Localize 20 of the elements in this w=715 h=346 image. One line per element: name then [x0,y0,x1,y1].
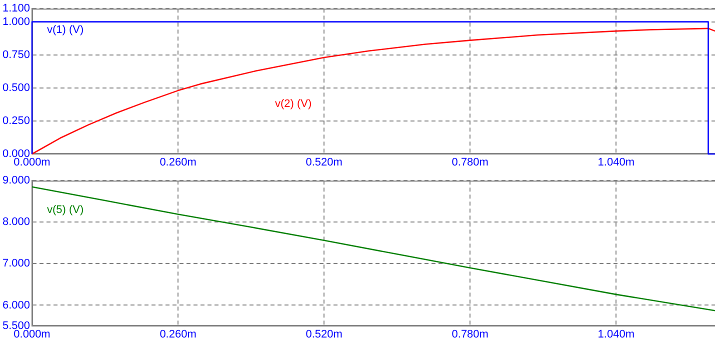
x-tick-label: 0.780m [452,156,488,169]
series-label: v(1) (V) [47,24,84,36]
x-tick-label: 0.260m [160,156,196,169]
x-tick-label: 0.520m [306,156,342,169]
x-tick-label: 1.040m [598,156,634,169]
x-tick-label: 0.260m [160,328,196,341]
y-tick-label: 6.000 [2,299,30,312]
x-tick-label: 1.040m [598,328,634,341]
text: v(2) (V) [275,98,312,110]
y-tick-label: 7.000 [2,258,30,270]
x-tick-label: 0.780m [452,328,488,341]
series-label: v(5) (V) [47,204,84,216]
y-tick-label: 1.000 [2,16,30,28]
y-tick-label: 8.000 [2,216,30,228]
y-tick-label: 1.100 [2,2,30,15]
y-tick-label: 0.750 [2,48,30,61]
y-tick-label: 0.500 [2,82,30,94]
y-tick-label: 9.000 [2,174,30,187]
y-tick-label: 0.250 [2,114,30,127]
x-tick-label: 0.520m [306,328,342,341]
